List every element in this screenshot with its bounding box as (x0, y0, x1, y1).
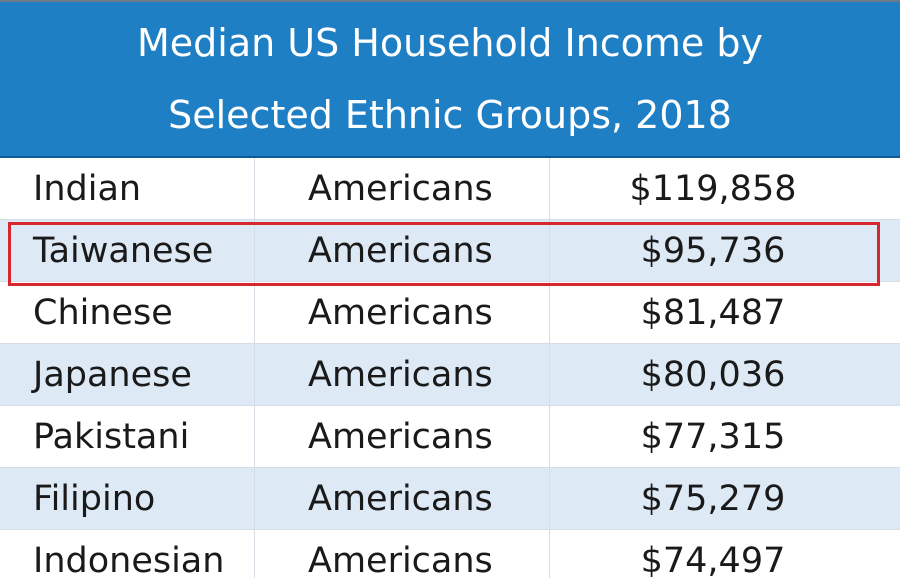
group-suffix-cell: Americans (255, 344, 550, 406)
group-name-cell: Indian (0, 158, 255, 220)
group-name-cell: Filipino (0, 468, 255, 530)
table-row: Taiwanese Americans $95,736 (0, 220, 900, 282)
income-table: Indian Americans $119,858 Taiwanese American… (0, 158, 900, 578)
group-name-cell: Indonesian (0, 530, 255, 578)
table-row: Indonesian Americans $74,497 (0, 530, 900, 578)
table-row: Pakistani Americans $77,315 (0, 406, 900, 468)
income-value-cell: $119,858 (629, 169, 797, 209)
group-name-cell: Japanese (0, 344, 255, 406)
income-value-cell: $80,036 (640, 355, 786, 395)
group-suffix-cell: Americans (255, 220, 550, 282)
group-name-cell: Chinese (0, 282, 255, 344)
group-suffix-cell: Americans (255, 530, 550, 578)
income-value-cell: $74,497 (640, 541, 786, 578)
group-suffix-cell: Americans (255, 282, 550, 344)
chart-title-line-1: Median US Household Income by (137, 21, 763, 65)
group-name-cell: Taiwanese (0, 220, 255, 282)
group-name-cell: Pakistani (0, 406, 255, 468)
table-row: Filipino Americans $75,279 (0, 468, 900, 530)
income-value-cell: $95,736 (640, 231, 786, 271)
title-banner: Median US Household Income by Selected E… (0, 0, 900, 158)
income-value-cell: $81,487 (640, 293, 786, 333)
chart-title-line-2: Selected Ethnic Groups, 2018 (168, 93, 732, 137)
income-value-cell: $77,315 (640, 417, 786, 457)
table-row: Japanese Americans $80,036 (0, 344, 900, 406)
group-suffix-cell: Americans (255, 468, 550, 530)
table-row: Indian Americans $119,858 (0, 158, 900, 220)
table-row: Chinese Americans $81,487 (0, 282, 900, 344)
income-value-cell: $75,279 (640, 479, 786, 519)
group-suffix-cell: Americans (255, 406, 550, 468)
group-suffix-cell: Americans (255, 158, 550, 220)
